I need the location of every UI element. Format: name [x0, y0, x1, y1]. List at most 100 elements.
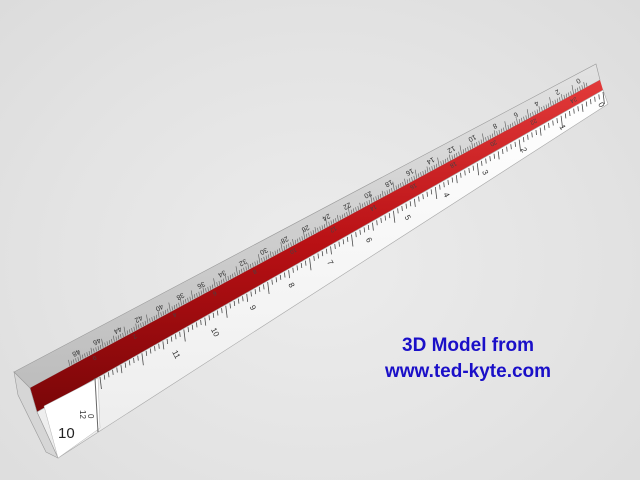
lower-scale-label: 9	[248, 304, 258, 313]
upper-tick	[384, 191, 386, 196]
lower-tick	[367, 224, 370, 231]
upper-tick	[160, 312, 162, 317]
upper-tick	[414, 169, 418, 179]
lower-tick	[208, 315, 210, 321]
upper-tick	[189, 296, 191, 301]
upper-tick	[162, 311, 164, 316]
upper-tick	[435, 163, 438, 168]
upper-inner-label: 18	[448, 160, 457, 169]
lower-tick	[175, 334, 177, 340]
lower-tick	[99, 376, 102, 390]
upper-tick	[101, 338, 104, 348]
upper-tick	[493, 130, 496, 137]
upper-tick	[411, 177, 413, 182]
upper-tick	[471, 142, 474, 149]
upper-tick	[283, 245, 285, 250]
upper-tick	[279, 248, 281, 253]
upper-tick	[570, 91, 572, 96]
lower-tick	[543, 125, 546, 131]
upper-scale-label: 20	[363, 189, 373, 199]
upper-tick	[223, 278, 225, 283]
lower-tick	[384, 215, 387, 221]
upper-tick	[534, 110, 536, 115]
lower-tick	[242, 296, 244, 302]
ruler-end-panel	[43, 377, 101, 459]
upper-tick	[299, 237, 301, 242]
lower-tick	[288, 270, 290, 279]
end-face-small-a: 12	[78, 410, 87, 419]
upper-tick	[274, 250, 276, 255]
lower-scale-label: 6	[364, 236, 374, 245]
upper-tick	[462, 149, 465, 154]
upper-inner-label: 12	[328, 224, 337, 233]
lower-tick	[317, 253, 319, 259]
upper-tick	[482, 133, 485, 143]
credit-caption: 3D Model from www.ted-kyte.com	[368, 333, 568, 385]
upper-tick	[111, 338, 113, 343]
upper-tick	[218, 280, 220, 285]
lower-tick	[267, 281, 270, 295]
lower-tick	[284, 272, 286, 278]
lower-tick	[569, 110, 571, 117]
upper-tick	[70, 360, 73, 365]
upper-tick	[187, 297, 189, 302]
lower-tick	[476, 163, 480, 176]
lower-tick	[187, 327, 190, 333]
credit-line-1: 3D Model from	[402, 335, 534, 356]
upper-tick	[200, 290, 203, 295]
upper-tick	[409, 178, 411, 183]
lower-tick	[179, 331, 181, 337]
lower-tick	[271, 279, 273, 285]
lower-scale-label: 5	[403, 213, 413, 222]
upper-tick	[526, 109, 530, 119]
lower-scale-label: 0	[596, 101, 606, 110]
credit-line-2: www.ted-kyte.com	[384, 361, 552, 382]
upper-tick	[375, 196, 377, 201]
upper-tick	[126, 330, 129, 335]
upper-tick	[176, 303, 178, 308]
upper-tick	[377, 195, 380, 200]
upper-tick	[536, 109, 539, 114]
upper-tick	[504, 121, 507, 131]
upper-tick	[344, 213, 346, 218]
upper-scale-label: 18	[383, 178, 393, 188]
lower-tick	[225, 305, 228, 318]
upper-tick	[437, 157, 440, 167]
lower-tick	[292, 267, 294, 273]
upper-tick	[133, 326, 135, 331]
upper-tick	[491, 133, 494, 138]
upper-tick	[75, 358, 77, 363]
upper-tick	[507, 125, 509, 130]
upper-tick	[227, 276, 229, 281]
upper-tick	[97, 346, 100, 351]
upper-tick	[498, 129, 500, 134]
lower-tick	[309, 258, 312, 271]
upper-scale-label: 14	[425, 155, 435, 165]
lower-tick	[221, 308, 223, 314]
upper-tick	[276, 249, 279, 254]
upper-tick	[339, 215, 341, 220]
upper-inner-label: 10	[288, 246, 297, 255]
lower-tick	[573, 108, 575, 114]
upper-tick	[280, 242, 283, 252]
upper-tick	[370, 193, 373, 203]
upper-tick	[225, 275, 227, 282]
upper-scale-labels: 4846444240383634323028262422201816141210…	[71, 76, 582, 361]
triangular-ruler: 4846444240383634323028262422201816141210…	[13, 63, 609, 459]
lower-tick	[191, 324, 194, 330]
upper-tick	[265, 255, 268, 260]
upper-tick	[406, 179, 409, 184]
lower-tick	[304, 260, 307, 266]
lower-tick	[330, 246, 332, 255]
upper-tick	[104, 342, 106, 347]
upper-tick	[122, 332, 124, 337]
upper-scale-label: 34	[217, 268, 227, 278]
lower-tick	[229, 303, 231, 309]
lower-tick	[133, 357, 135, 364]
upper-tick	[332, 219, 335, 224]
upper-tick	[395, 185, 397, 190]
upper-tick	[451, 155, 453, 160]
lower-tick	[472, 165, 475, 171]
lower-tick	[518, 139, 522, 152]
lower-tick	[493, 153, 496, 159]
